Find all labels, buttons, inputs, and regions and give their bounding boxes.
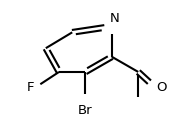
Text: Br: Br [78,104,93,117]
Text: N: N [110,12,119,25]
Text: O: O [157,81,167,94]
Text: F: F [27,81,35,94]
